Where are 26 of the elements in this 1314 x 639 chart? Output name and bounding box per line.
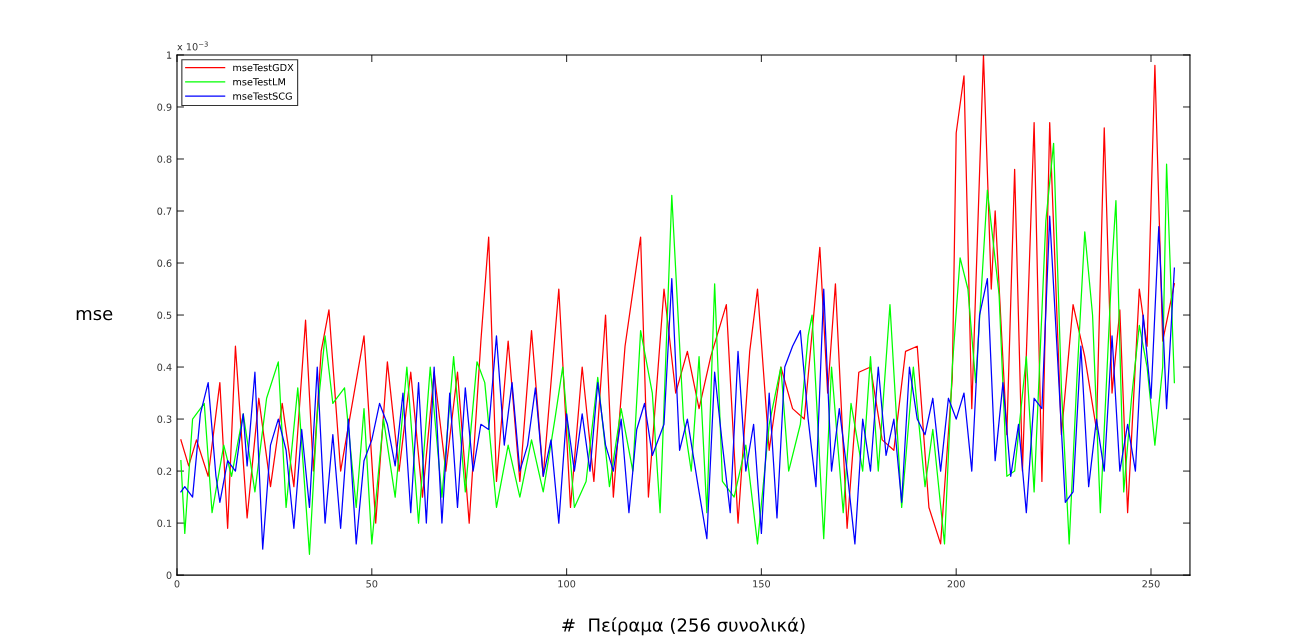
y-tick-label: 0.6 bbox=[157, 259, 172, 267]
line-series bbox=[180, 142, 1175, 555]
x-tick-label: 150 bbox=[753, 580, 771, 588]
y-tick-label: 0 bbox=[166, 571, 172, 579]
x-tick-label: 250 bbox=[1142, 580, 1160, 588]
legend-label: mseTestGDX bbox=[233, 63, 294, 72]
x-tick-label: 100 bbox=[558, 580, 576, 588]
y-axis-title: mse bbox=[76, 309, 113, 321]
y-tick-label: 0.8 bbox=[157, 155, 172, 163]
x-tick-label: 50 bbox=[366, 580, 378, 588]
y-tick-label: 0.1 bbox=[157, 519, 172, 527]
x-axis-title: # Πείραμα (256 συνολικά) bbox=[562, 617, 805, 636]
line-series bbox=[180, 215, 1175, 550]
x-tick-label: 200 bbox=[947, 580, 965, 588]
legend-label: mseTestLM bbox=[233, 78, 285, 86]
y-tick-label: 0.4 bbox=[157, 363, 172, 371]
y-tick-label: 1 bbox=[167, 51, 172, 59]
y-tick-label: 0.2 bbox=[157, 467, 172, 475]
x-tick-label: 0 bbox=[174, 580, 180, 588]
line-series bbox=[180, 54, 1175, 545]
y-tick-label: 0.7 bbox=[157, 207, 172, 215]
y-tick-label: 0.3 bbox=[157, 415, 172, 423]
y-tick-label: 0.5 bbox=[157, 311, 172, 319]
text: x 10$^{−3}$ bbox=[177, 41, 208, 51]
y-tick-label: 0.9 bbox=[157, 103, 172, 111]
legend-label: mseTestSCG bbox=[233, 92, 292, 100]
